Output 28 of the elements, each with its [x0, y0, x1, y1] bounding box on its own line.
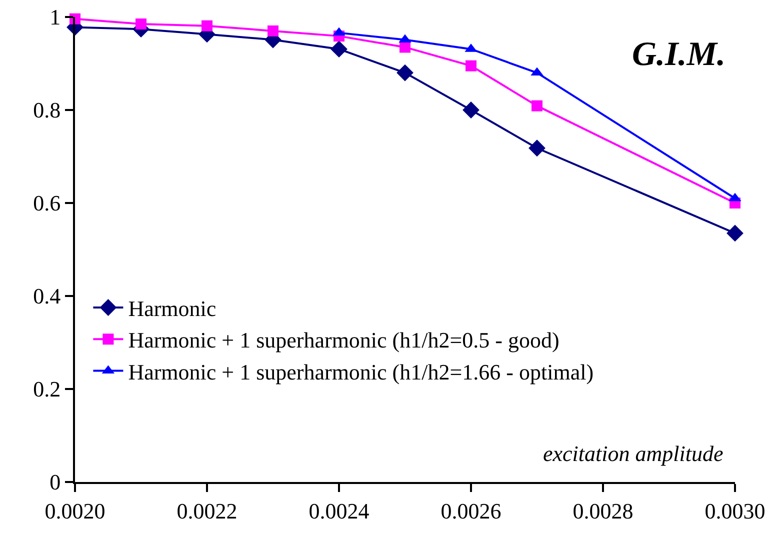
y-tick-label: 0 — [50, 470, 61, 495]
x-tick-label: 0.0022 — [176, 498, 238, 524]
point — [466, 60, 476, 72]
point — [396, 64, 414, 82]
y-tick-label: 0.4 — [33, 284, 61, 309]
x-axis-title: excitation amplitude — [543, 441, 724, 466]
y-tick-label: 0.2 — [33, 376, 61, 402]
point — [462, 102, 480, 118]
point — [400, 42, 410, 53]
y-tick-label: 0.8 — [33, 98, 61, 123]
point — [136, 18, 146, 30]
point — [532, 100, 542, 112]
annotation: G.I.M. — [632, 36, 726, 73]
point — [528, 140, 546, 157]
y-tick-label: 0.6 — [33, 190, 61, 216]
x-tick-label: 0.0026 — [440, 498, 502, 524]
x-tick-label: 0.0028 — [572, 498, 634, 524]
point — [726, 224, 744, 242]
point — [268, 25, 278, 36]
legend-label: Harmonic + 1 superharmonic (h1/h2=1.66 - optimal) — [128, 359, 594, 384]
y-tick-label: 1 — [50, 4, 61, 30]
x-tick-label: 0.0024 — [308, 498, 370, 524]
legend-label: Harmonic — [128, 296, 216, 322]
point — [330, 40, 348, 58]
legend-label: Harmonic + 1 superharmonic (h1/h2=0.5 - good) — [128, 328, 560, 353]
x-tick-label: 0.0030 — [704, 498, 766, 524]
point — [202, 20, 212, 32]
x-tick-label: 0.0020 — [44, 498, 106, 524]
